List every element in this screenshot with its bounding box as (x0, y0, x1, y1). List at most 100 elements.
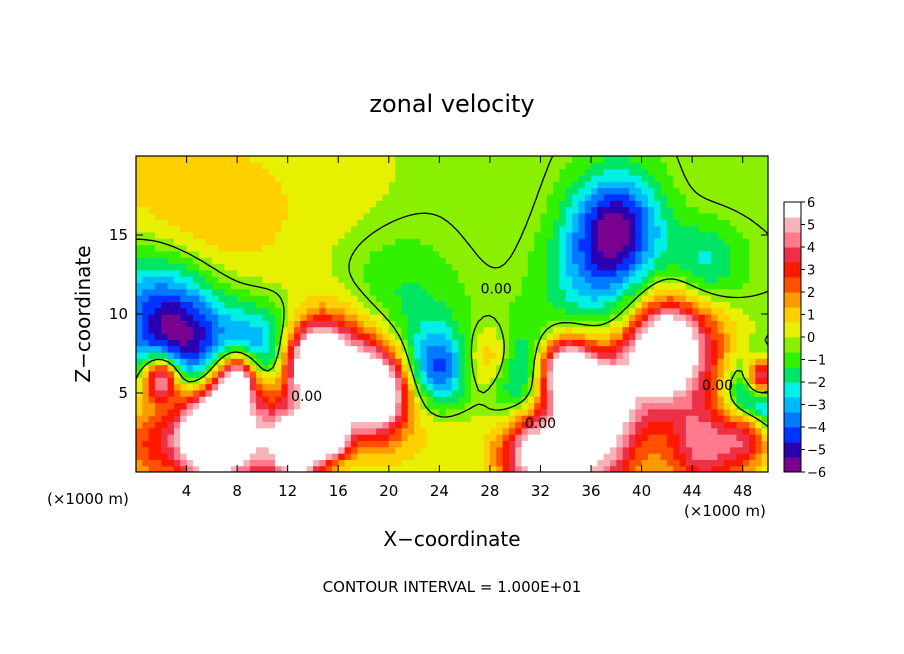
field-cell (268, 193, 276, 201)
field-cell (230, 326, 238, 334)
field-cell (496, 459, 504, 467)
field-cell (736, 301, 744, 309)
field-cell (761, 421, 768, 429)
field-cell (647, 219, 655, 227)
field-cell (553, 370, 561, 378)
field-cell (426, 212, 434, 220)
field-cell (439, 200, 447, 208)
field-cell (591, 402, 598, 410)
field-cell (755, 320, 763, 328)
field-cell (388, 434, 396, 441)
field-cell (628, 282, 636, 290)
field-cell (692, 174, 700, 182)
field-cell (287, 295, 295, 302)
field-cell (717, 263, 725, 271)
field-cell (654, 162, 662, 170)
field-cell (540, 193, 548, 201)
field-cell (723, 402, 731, 410)
field-cell (502, 459, 510, 467)
field-cell (433, 320, 440, 328)
field-cell (205, 389, 213, 397)
field-cell (433, 377, 440, 385)
field-cell (369, 396, 377, 404)
field-cell (211, 396, 219, 404)
field-cell (673, 351, 681, 359)
field-cell (553, 427, 561, 435)
field-cell (515, 288, 523, 296)
field-cell (553, 339, 561, 347)
field-cell (433, 402, 440, 410)
field-cell (300, 364, 308, 372)
field-cell (211, 453, 219, 460)
field-cell (401, 250, 409, 258)
field-cell (237, 314, 245, 321)
field-cell (742, 301, 750, 309)
field-cell (628, 206, 636, 214)
field-cell (148, 427, 156, 435)
field-cell (534, 282, 542, 290)
field-cell (647, 206, 655, 214)
field-cell (180, 156, 188, 163)
field-cell (148, 244, 156, 252)
field-cell (363, 351, 371, 359)
field-cell (742, 446, 750, 454)
field-cell (534, 446, 542, 454)
field-cell (755, 219, 763, 227)
field-cell (673, 156, 681, 163)
field-cell (445, 364, 453, 372)
field-cell (439, 307, 447, 315)
field-cell (357, 320, 365, 328)
field-cell (761, 174, 768, 182)
field-cell (173, 219, 181, 227)
field-cell (685, 162, 693, 170)
field-cell (717, 219, 725, 227)
field-cell (199, 440, 207, 448)
field-cell (635, 396, 643, 404)
field-cell (654, 219, 662, 227)
field-cell (262, 187, 270, 195)
field-cell (306, 358, 314, 366)
field-cell (470, 459, 478, 467)
field-cell (749, 219, 756, 227)
field-cell (692, 168, 700, 176)
field-cell (262, 181, 270, 189)
field-cell (723, 269, 731, 277)
field-cell (591, 332, 598, 340)
field-cell (553, 351, 561, 359)
field-cell (477, 434, 485, 441)
field-cell (401, 314, 409, 321)
field-cell (357, 364, 365, 372)
field-cell (154, 326, 162, 334)
field-cell (546, 459, 554, 467)
field-cell (192, 358, 200, 366)
field-cell (173, 440, 181, 448)
field-cell (730, 427, 737, 435)
field-cell (243, 238, 251, 246)
field-cell (591, 187, 598, 195)
field-cell (736, 276, 744, 283)
field-cell (660, 212, 668, 220)
field-cell (622, 459, 630, 467)
field-cell (660, 326, 668, 334)
field-cell (230, 288, 238, 296)
field-cell (584, 156, 592, 163)
field-cell (616, 250, 624, 258)
field-cell (414, 295, 421, 302)
field-cell (161, 282, 169, 290)
field-cell (591, 238, 598, 246)
field-cell (407, 238, 415, 246)
field-cell (369, 358, 377, 366)
field-cell (559, 314, 567, 321)
field-cell (306, 389, 314, 397)
field-cell (559, 427, 567, 435)
field-cell (312, 295, 320, 302)
field-cell (230, 168, 238, 176)
field-cell (508, 326, 516, 334)
field-cell (660, 402, 668, 410)
field-cell (521, 377, 529, 385)
field-cell (477, 459, 485, 467)
field-cell (553, 276, 561, 283)
field-cell (616, 212, 624, 220)
field-cell (666, 326, 674, 334)
field-cell (445, 465, 453, 472)
